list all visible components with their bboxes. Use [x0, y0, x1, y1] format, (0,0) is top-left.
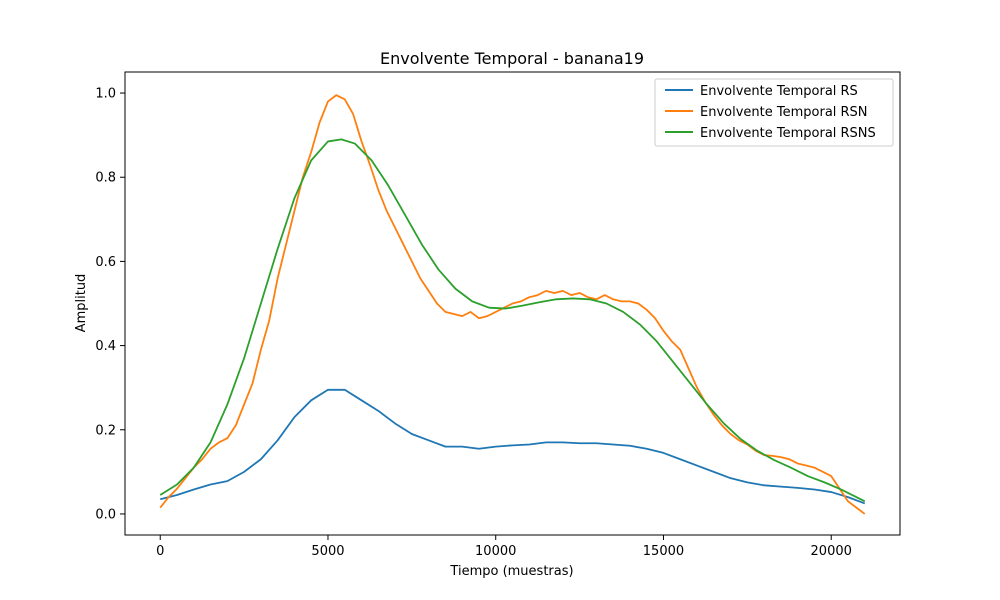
legend-label-rs: Envolvente Temporal RS: [700, 84, 858, 99]
x-axis-label: Tiempo (muestras): [449, 564, 573, 579]
series-line-0: [160, 388, 866, 505]
chart-title: Envolvente Temporal - banana19: [380, 49, 644, 68]
series-line-2: [159, 138, 866, 503]
legend-label-rsns: Envolvente Temporal RSNS: [700, 126, 876, 141]
x-tick-label: 0: [156, 544, 164, 559]
legend-label-rsn: Envolvente Temporal RSN: [700, 105, 868, 120]
x-tick-label: 15000: [643, 544, 684, 559]
y-tick-label: 0.6: [95, 255, 116, 270]
y-tick-label: 1.0: [95, 87, 116, 102]
legend: Envolvente Temporal RS Envolvente Tempor…: [654, 78, 894, 147]
series-layer: [159, 94, 866, 515]
y-axis-label: Amplitud: [74, 274, 89, 333]
y-tick-label: 0.2: [95, 423, 116, 438]
x-tick-label: 10000: [475, 544, 516, 559]
axis-ticks: 0 5000 10000 15000 20000 0.0 0.2 0.4 0.6 0.8 1.0: [95, 87, 852, 559]
x-tick-label: 20000: [811, 544, 852, 559]
y-tick-label: 0.8: [95, 171, 116, 186]
x-tick-label: 5000: [311, 544, 344, 559]
legend-box: [654, 78, 894, 147]
y-tick-label: 0.4: [95, 339, 116, 354]
plot-frame: [124, 71, 901, 536]
y-tick-label: 0.0: [95, 507, 116, 522]
